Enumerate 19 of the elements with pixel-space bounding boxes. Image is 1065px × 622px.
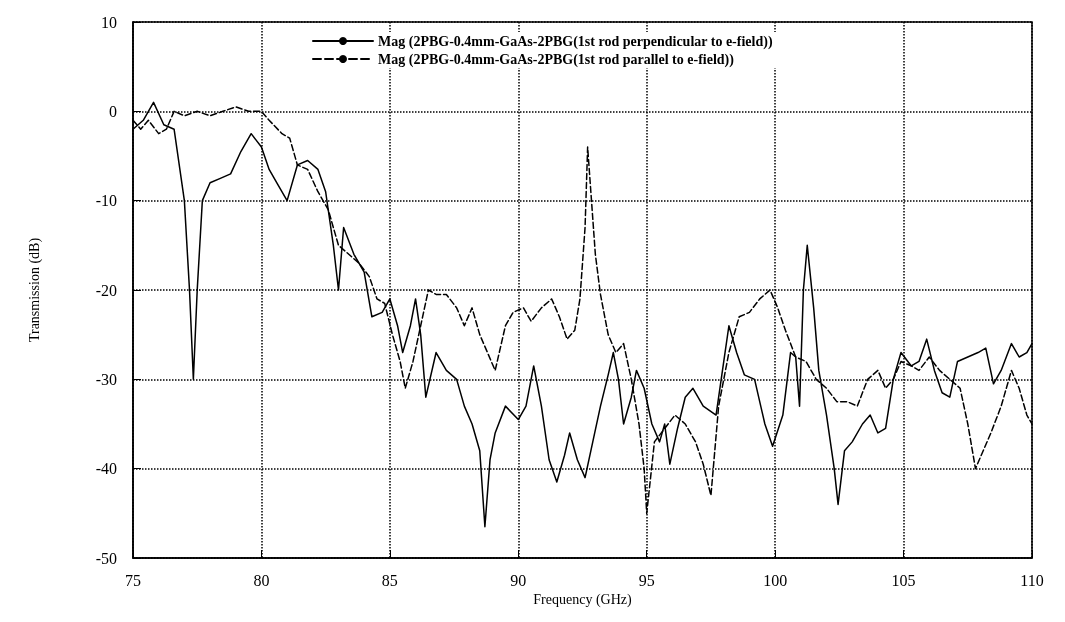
y-axis-title: Transmission (dB) bbox=[26, 237, 43, 343]
x-tick-label: 90 bbox=[510, 571, 527, 589]
y-tick-label: -50 bbox=[95, 549, 117, 567]
x-tick-label: 110 bbox=[1020, 571, 1044, 589]
x-tick-label: 75 bbox=[125, 571, 141, 589]
y-tick-label: -30 bbox=[95, 370, 117, 388]
y-tick-label: -40 bbox=[95, 460, 117, 478]
x-tick-label: 85 bbox=[381, 571, 398, 589]
y-tick-label: -10 bbox=[95, 192, 117, 210]
x-tick-label: 105 bbox=[891, 571, 916, 589]
x-tick-label: 95 bbox=[638, 571, 655, 589]
x-tick-label: 80 bbox=[253, 571, 270, 589]
x-axis-title: Frequency (GHz) bbox=[533, 592, 633, 609]
x-tick-label: 100 bbox=[763, 571, 788, 589]
legend-label: Mag (2PBG-0.4mm-GaAs-2PBG(1st rod parallel to e-field)) bbox=[378, 51, 735, 68]
legend-label: Mag (2PBG-0.4mm-GaAs-2PBG(1st rod perpendicular to e-field)) bbox=[378, 33, 773, 50]
y-tick-label: 0 bbox=[109, 102, 117, 120]
y-tick-label: 10 bbox=[101, 13, 117, 31]
y-tick-label: -20 bbox=[95, 281, 117, 299]
